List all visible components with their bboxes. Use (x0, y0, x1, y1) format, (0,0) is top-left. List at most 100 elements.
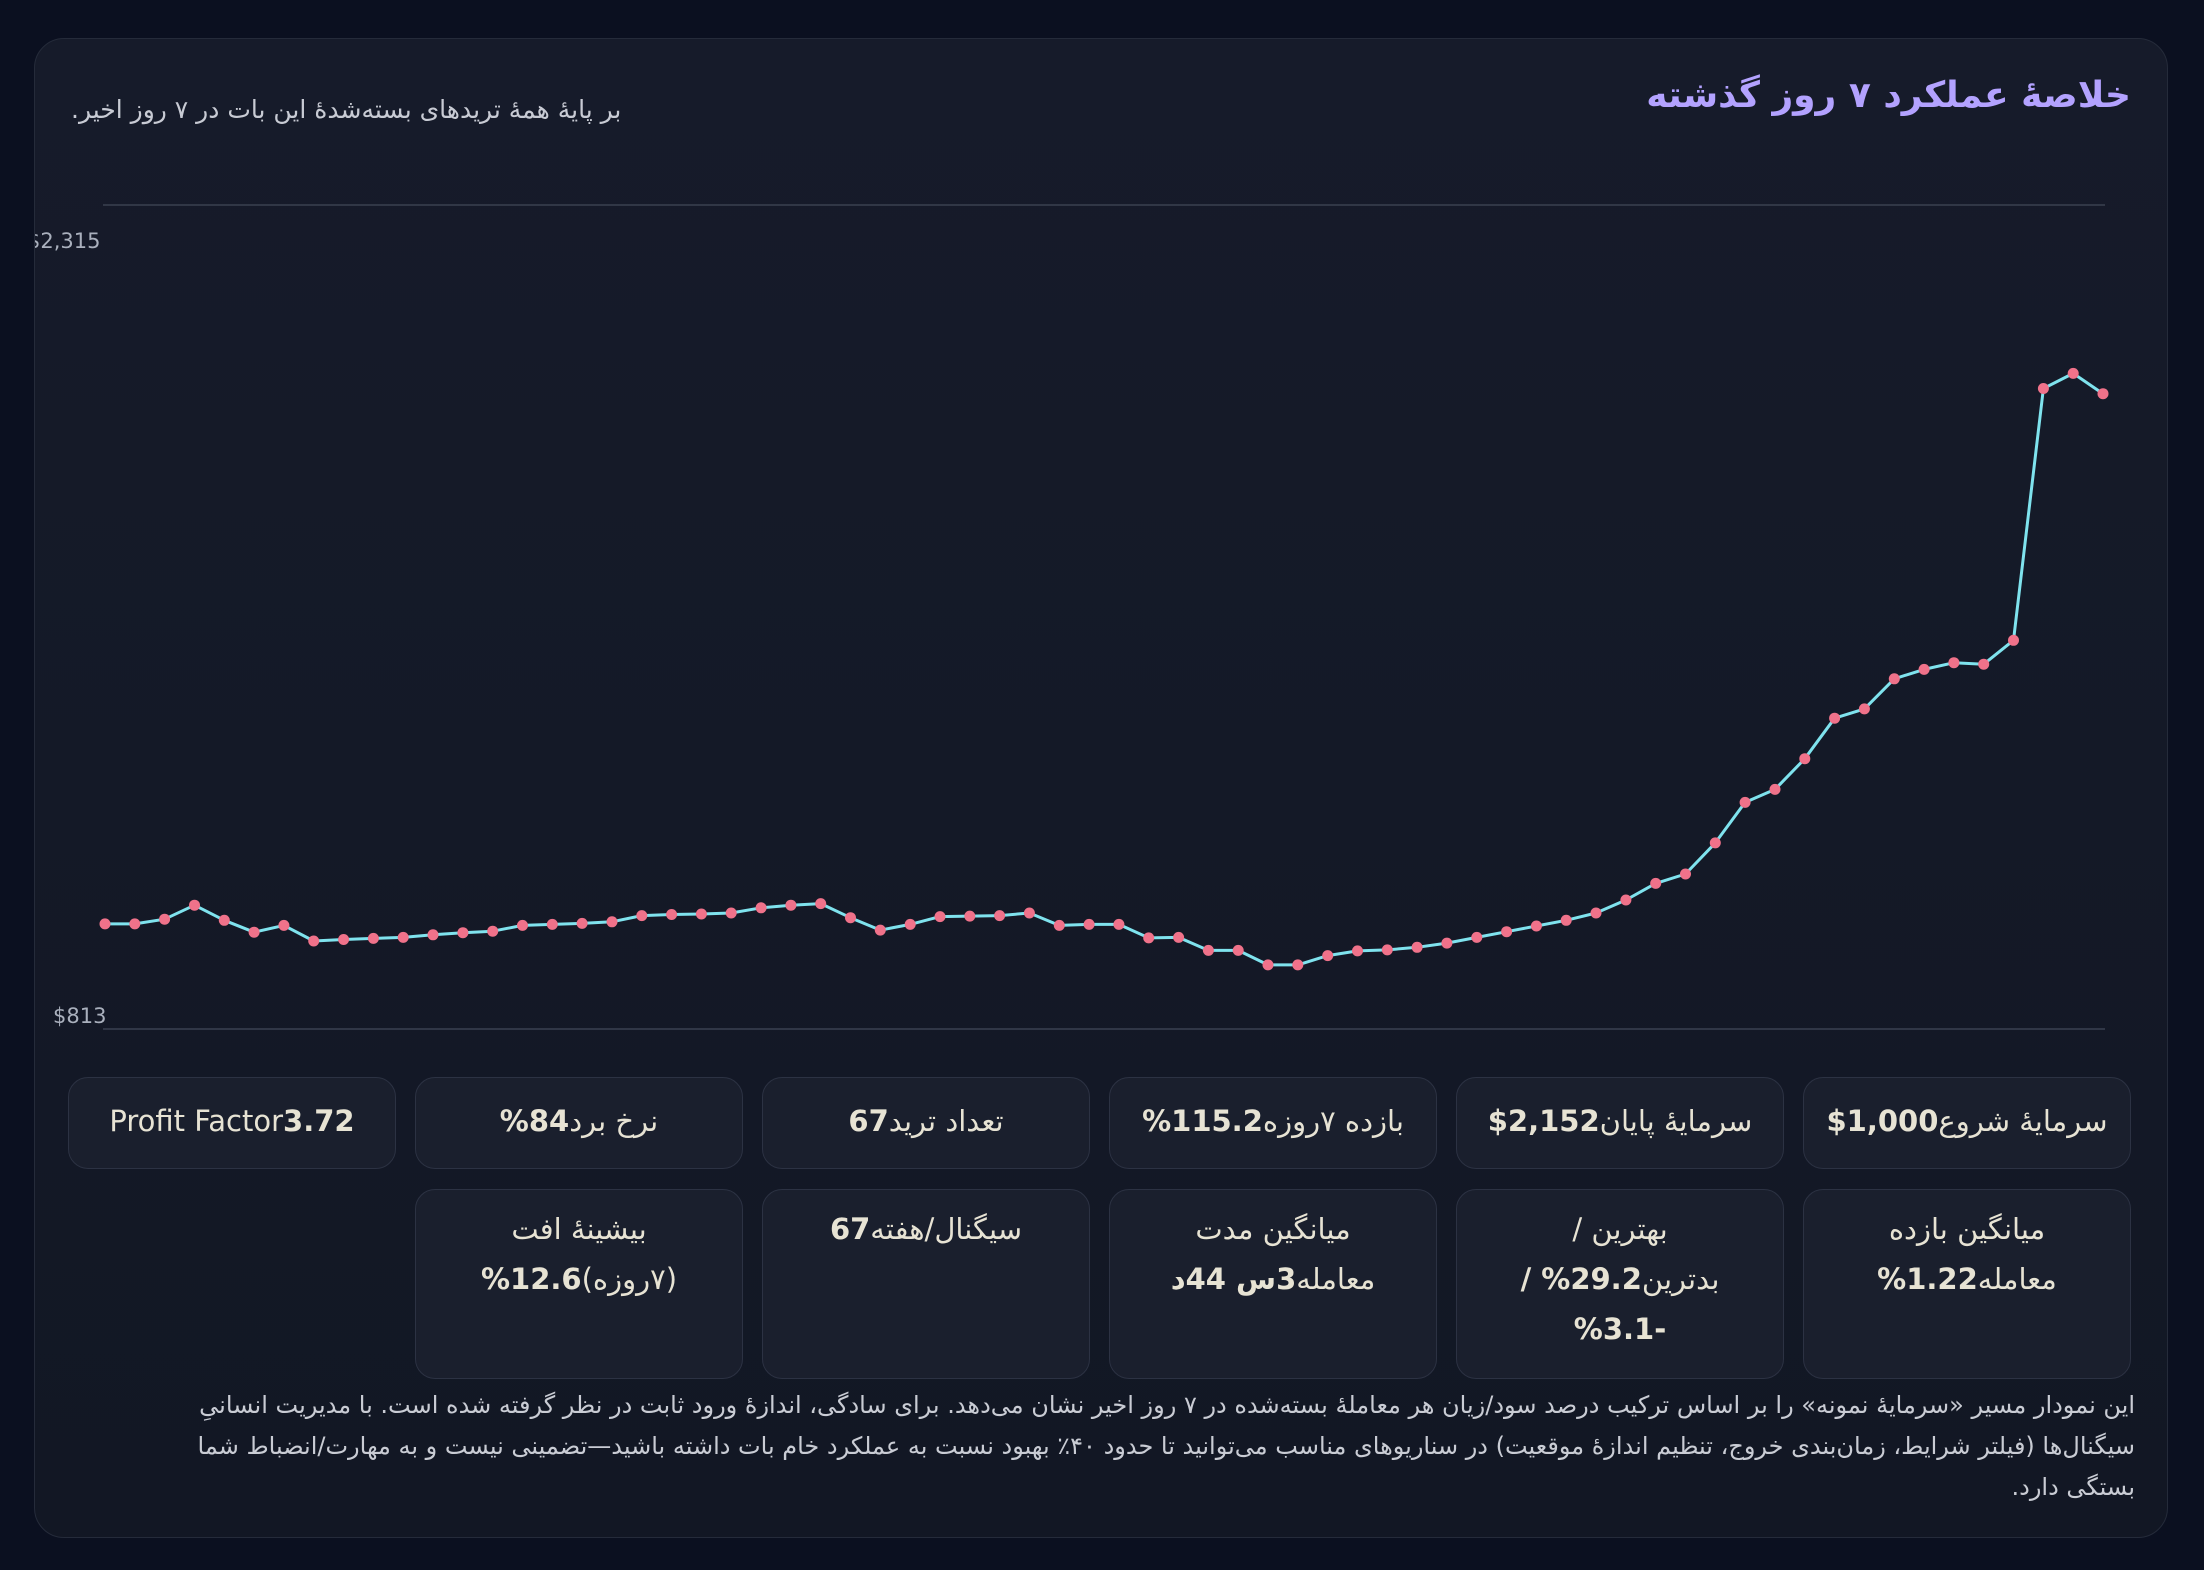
stat-value: 84% (499, 1104, 570, 1138)
data-point (1381, 944, 1393, 956)
data-point (189, 899, 200, 911)
stat-value: 3س 44د (1170, 1262, 1297, 1296)
data-point (159, 913, 171, 925)
data-point (308, 935, 320, 947)
data-point (1858, 703, 1870, 715)
stat-label: تعداد ترید (888, 1104, 1004, 1138)
equity-line (105, 371, 2104, 967)
data-point (367, 932, 379, 944)
data-point (1978, 658, 1990, 670)
data-point (1411, 941, 1423, 953)
stat-end-capital: سرمایهٔ پایان2,152$ (1456, 1077, 1784, 1169)
stat-value: 2,152$ (1487, 1104, 1600, 1138)
data-point (1083, 918, 1095, 930)
stat-value: 29.2% / -3.1% (1520, 1262, 1667, 1346)
footnote: این نمودار مسیر «سرمایهٔ نمونه» را بر اس… (197, 1391, 2135, 1501)
stat-value: 1.22% (1877, 1262, 1978, 1296)
stat-value: 3.72 (283, 1104, 355, 1138)
data-point (1650, 877, 1662, 889)
stat-max-drawdown: بیشینهٔ افت (۷روزه)12.6% (415, 1189, 743, 1379)
data-point (1143, 932, 1155, 944)
data-point (1262, 959, 1274, 971)
data-point (338, 934, 350, 945)
data-point (2037, 383, 2049, 394)
data-point (278, 919, 290, 931)
data-point (1232, 944, 1244, 956)
card-subtitle: بر پایهٔ همهٔ تریدهای بسته‌شدهٔ این بات … (71, 95, 622, 124)
data-point (1441, 937, 1453, 949)
data-point (457, 927, 469, 939)
data-point (994, 910, 1006, 922)
data-point (785, 899, 797, 911)
data-point (755, 902, 767, 914)
data-point (666, 909, 678, 920)
stat-value: 12.6% (480, 1262, 582, 1296)
stat-return-7d: بازده ۷روزه115.2% (1109, 1077, 1437, 1169)
data-point (725, 907, 737, 919)
stat-value: 115.2% (1142, 1104, 1263, 1138)
data-point (2097, 388, 2109, 400)
data-point (1023, 907, 1035, 919)
performance-card: خلاصهٔ عملکرد ۷ روز گذشته بر پایهٔ همهٔ … (34, 38, 2168, 1538)
data-point (2008, 634, 2019, 646)
data-point (845, 912, 856, 924)
stat-label: میانگین مدت معامله (1195, 1212, 1376, 1296)
data-point (904, 918, 916, 930)
data-point (874, 924, 886, 936)
stat-profit-factor: Profit Factor3.72 (68, 1077, 396, 1169)
stat-value: 1,000$ (1826, 1104, 1939, 1138)
data-point (1739, 796, 1751, 808)
data-point (546, 918, 558, 930)
data-point (1829, 712, 1841, 724)
stat-avg-return: میانگین بازده معامله1.22% (1803, 1189, 2131, 1379)
data-point (1948, 657, 1960, 669)
data-point (1202, 944, 1214, 956)
stat-signals-week: سیگنال/هفته67 (762, 1189, 1090, 1379)
stat-trade-count: تعداد ترید67 (762, 1077, 1090, 1169)
stat-value: 67 (829, 1212, 871, 1246)
data-point (1173, 931, 1185, 943)
stat-label: Profit Factor (109, 1104, 284, 1138)
data-point (964, 910, 976, 922)
stat-label: سرمایهٔ پایان (1599, 1104, 1753, 1138)
stat-label: بیشینهٔ افت (۷روزه) (511, 1212, 678, 1296)
data-point (1799, 753, 1811, 765)
data-point (397, 931, 409, 943)
data-point (248, 926, 260, 938)
data-point (517, 919, 528, 931)
stat-best-worst: بهترین / بدترین29.2% / -3.1% (1456, 1189, 1784, 1379)
y-tick-label-min: $813 (53, 1004, 106, 1028)
data-point (1560, 914, 1572, 926)
equity-series (99, 367, 2109, 971)
data-point (1888, 673, 1900, 685)
stat-value: 67 (848, 1104, 889, 1138)
stat-label: بازده ۷روزه (1262, 1104, 1404, 1138)
data-point (1918, 663, 1930, 675)
data-point (934, 911, 946, 923)
data-point (1501, 926, 1513, 938)
data-point (1680, 868, 1691, 880)
y-tick-label-max: $2,315 (35, 229, 100, 253)
data-point (129, 918, 141, 930)
data-point (1709, 837, 1721, 849)
stat-start-capital: سرمایهٔ شروع1,000$ (1803, 1077, 2131, 1169)
stat-win-rate: نرخ برد84% (415, 1077, 743, 1169)
data-point (576, 917, 588, 929)
data-point (1292, 959, 1304, 971)
data-point (99, 918, 111, 930)
data-point (218, 914, 230, 926)
stat-label: میانگین بازده معامله (1888, 1212, 2057, 1296)
data-point (815, 898, 827, 910)
equity-line-chart: $2,315 $813 (35, 204, 2109, 1030)
data-point (1053, 919, 1065, 931)
data-point (427, 929, 439, 941)
data-point (2067, 367, 2079, 379)
data-point (1471, 931, 1483, 943)
data-point (487, 925, 499, 937)
data-point (1322, 950, 1334, 962)
data-point (695, 908, 707, 920)
stat-label: بهترین / بدترین (1572, 1212, 1720, 1296)
data-point (1590, 907, 1602, 919)
data-point (1113, 918, 1125, 930)
stat-label: سیگنال/هفته (870, 1212, 1023, 1246)
